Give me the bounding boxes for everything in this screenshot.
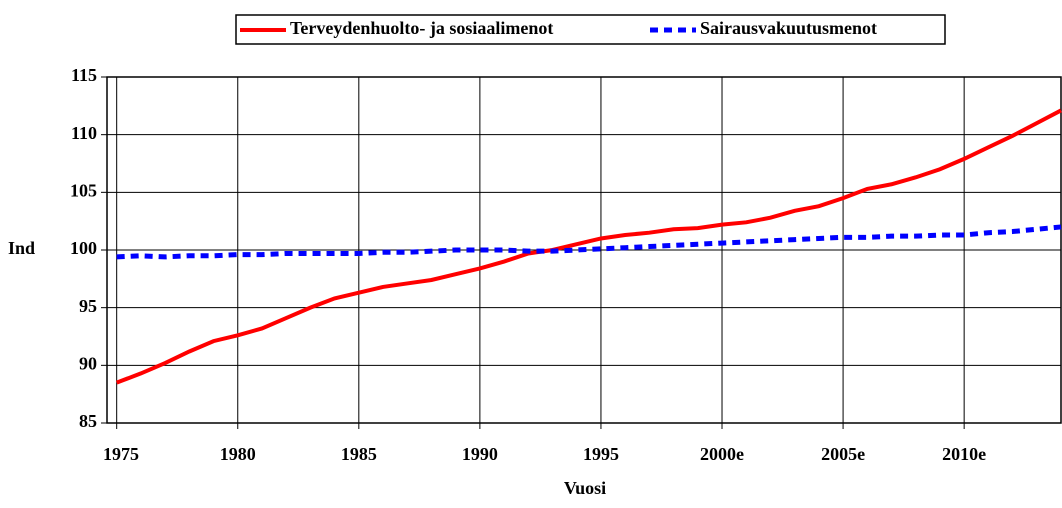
legend-label: Sairausvakuutusmenot [700, 18, 877, 38]
y-tick-label: 90 [79, 353, 97, 373]
y-tick-label: 100 [70, 238, 97, 258]
y-tick-label: 115 [71, 65, 97, 85]
legend-box [235, 14, 946, 45]
y-tick-label: 105 [70, 180, 97, 200]
x-tick-label: 2000e [700, 444, 744, 464]
x-tick-label: 2005e [821, 444, 865, 464]
y-tick-label: 95 [79, 296, 97, 316]
x-tick-label: 1980 [220, 444, 256, 464]
series-line [116, 224, 1062, 260]
y-tick-label: 85 [79, 411, 97, 431]
x-tick-label: 1985 [341, 444, 377, 464]
x-tick-label: 2010e [942, 444, 986, 464]
legend-label: Terveydenhuolto- ja sosiaalimenot [290, 18, 553, 38]
x-tick-label: 1995 [583, 444, 619, 464]
plot-border [106, 76, 1062, 424]
series-line [115, 108, 1062, 385]
x-tick-label: 1990 [462, 444, 498, 464]
x-tick-label: 1975 [103, 444, 139, 464]
y-axis-label: Ind [8, 238, 35, 258]
y-tick-label: 110 [71, 123, 97, 143]
x-axis-label: Vuosi [564, 478, 606, 498]
